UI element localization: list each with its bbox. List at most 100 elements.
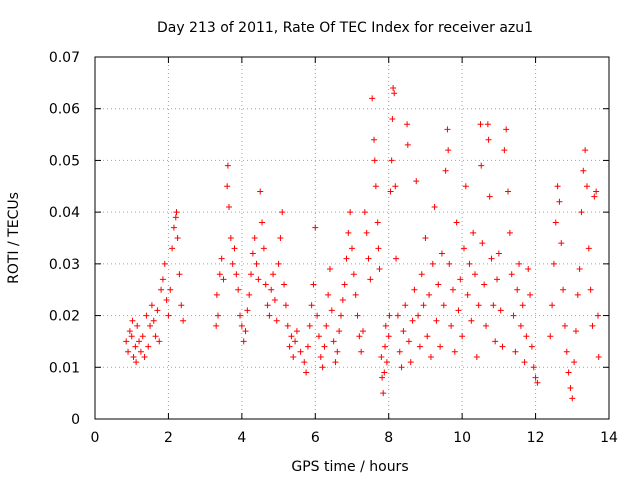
data-point [517,322,524,329]
data-point [326,266,333,273]
data-point [376,266,383,273]
data-point [159,276,166,283]
data-point [134,322,141,329]
data-point [137,348,144,355]
data-point [268,286,275,293]
data-point [495,250,502,257]
data-point [385,333,392,340]
data-point [386,312,393,319]
data-point [404,141,411,148]
data-point [125,348,132,355]
data-point [433,317,440,324]
data-point [154,307,161,314]
data-point [310,281,317,288]
data-point [279,209,286,216]
data-point [593,188,600,195]
data-point [365,255,372,262]
data-point [284,322,291,329]
y-tick-labels: 0 0.01 0.02 0.03 0.04 0.05 0.06 0.07 [49,50,80,428]
data-point [334,348,341,355]
plot-area [95,57,609,419]
data-point [521,359,528,366]
data-point [483,322,490,329]
data-point [161,260,168,267]
data-point [534,379,541,386]
data-point [308,302,315,309]
data-point [556,198,563,205]
x-tick-label: 14 [600,430,618,446]
data-point [589,322,596,329]
data-point [451,348,458,355]
data-point [426,291,433,298]
data-point [448,322,455,329]
data-point [132,343,139,350]
data-point [242,328,249,335]
data-point [288,333,295,340]
data-point [224,162,231,169]
data-point [554,183,561,190]
data-point [352,291,359,298]
data-point [427,353,434,360]
data-point [497,307,504,314]
data-point [123,338,130,345]
data-point [354,312,361,319]
data-point [431,203,438,210]
data-point [304,343,311,350]
data-point [409,317,416,324]
data-point [567,384,574,391]
data-point [358,348,365,355]
axis-ticks [94,56,610,420]
data-point [145,343,152,350]
data-point [449,286,456,293]
data-point [336,328,343,335]
data-point [383,359,390,366]
data-point [470,229,477,236]
data-point [457,276,464,283]
data-point [350,271,357,278]
y-tick-label: 0.06 [49,102,80,118]
data-point [453,219,460,226]
data-point [306,322,313,329]
data-point [237,312,244,319]
data-point [420,302,427,309]
data-point [174,235,181,241]
data-point [367,276,374,283]
data-point [369,95,376,102]
data-point [390,85,397,92]
x-tick-label: 2 [164,430,173,446]
data-point [255,276,262,283]
x-tick-label: 8 [384,430,393,446]
data-point [594,312,601,319]
data-point [303,369,310,376]
data-point [429,260,436,267]
data-point [246,291,253,298]
data-point [156,338,163,345]
y-tick-label: 0.03 [49,257,80,273]
data-point [580,167,587,174]
data-point [173,209,180,216]
data-point [402,302,409,309]
data-point [238,322,245,329]
data-point [345,229,352,236]
data-marks [123,85,602,402]
data-point [394,312,401,319]
data-point [321,343,328,350]
data-point [552,219,559,226]
data-point [213,322,220,329]
x-tick-label: 0 [91,430,100,446]
data-point [565,369,572,376]
data-point [547,333,554,340]
data-point [561,322,568,329]
data-point [460,245,467,252]
data-point [396,348,403,355]
data-point [382,343,389,350]
data-point [404,121,411,128]
data-point [244,307,251,314]
data-point [585,245,592,252]
data-point [418,271,425,278]
data-point [525,266,532,273]
data-point [532,374,539,381]
x-tick-label: 4 [237,430,246,446]
y-tick-label: 0.05 [49,153,80,169]
x-tick-labels: 0 2 4 6 8 10 12 14 [91,430,618,446]
